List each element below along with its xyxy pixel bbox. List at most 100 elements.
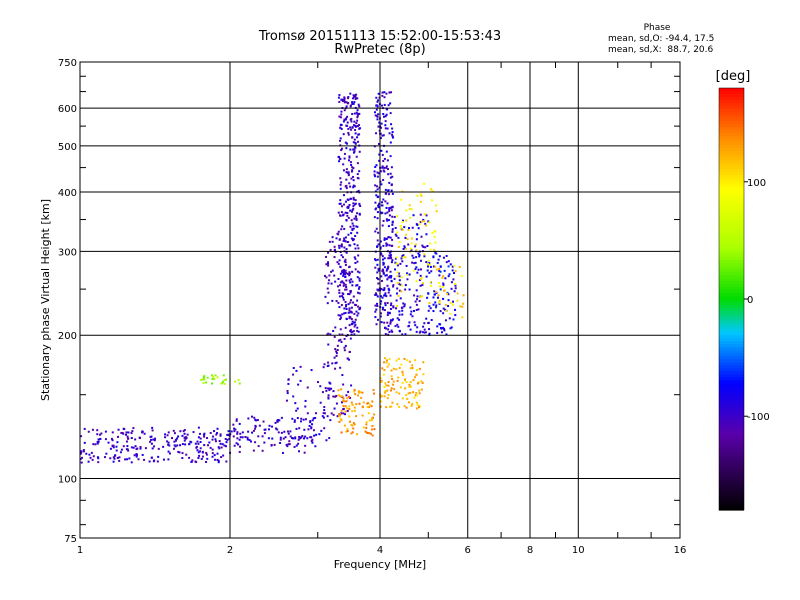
data-point	[414, 300, 417, 303]
data-point	[216, 432, 219, 435]
data-point	[373, 413, 376, 416]
data-point	[447, 265, 450, 268]
data-point	[388, 206, 391, 209]
data-point	[411, 364, 414, 367]
data-point	[100, 432, 103, 435]
data-point	[311, 438, 314, 441]
data-point	[350, 117, 353, 120]
data-point	[125, 448, 128, 451]
data-point	[402, 302, 405, 305]
data-point	[373, 111, 376, 114]
colorbar-segment	[719, 401, 744, 406]
data-point	[335, 352, 338, 355]
data-point	[381, 367, 384, 370]
data-point	[173, 432, 176, 435]
data-point	[323, 427, 326, 430]
data-point	[397, 294, 400, 297]
data-point	[324, 387, 327, 390]
data-point	[283, 430, 286, 433]
data-point	[418, 223, 421, 226]
data-point	[167, 458, 170, 461]
data-point	[434, 241, 437, 244]
data-point	[379, 312, 382, 315]
data-point	[418, 279, 421, 282]
data-point	[383, 237, 386, 240]
colorbar-segment	[719, 362, 744, 366]
data-point	[335, 350, 338, 353]
data-point	[404, 236, 407, 239]
data-point	[385, 237, 388, 240]
data-point	[449, 301, 452, 304]
data-point	[333, 407, 336, 410]
data-point	[292, 367, 295, 370]
data-point	[122, 427, 125, 430]
y-tick-label: 75	[64, 534, 77, 545]
data-point	[373, 170, 376, 173]
data-point	[401, 221, 404, 224]
data-point	[296, 417, 299, 420]
data-point	[392, 383, 395, 386]
data-point	[430, 319, 433, 322]
data-point	[352, 141, 355, 144]
data-point	[151, 426, 154, 429]
data-point	[442, 282, 445, 285]
data-point	[414, 268, 417, 271]
data-point	[376, 171, 379, 174]
data-point	[298, 427, 301, 430]
data-point	[377, 92, 380, 95]
data-point	[403, 405, 406, 408]
data-point	[304, 399, 307, 402]
data-point	[203, 432, 206, 435]
data-point	[371, 434, 374, 437]
data-point	[311, 423, 314, 426]
data-point	[420, 380, 423, 383]
data-point	[285, 399, 288, 402]
data-point	[438, 255, 441, 258]
data-point	[375, 323, 378, 326]
data-point	[383, 266, 386, 269]
data-point	[425, 224, 428, 227]
data-point	[395, 299, 398, 302]
data-point	[366, 432, 369, 435]
data-point	[388, 91, 391, 94]
data-point	[355, 155, 358, 158]
data-point	[345, 288, 348, 291]
data-point	[387, 324, 390, 327]
data-point	[341, 295, 344, 298]
data-point	[398, 392, 401, 395]
data-point	[452, 318, 455, 321]
data-point	[202, 433, 205, 436]
data-point	[343, 349, 346, 352]
data-point	[181, 434, 184, 437]
data-point	[351, 208, 354, 211]
data-point	[104, 438, 107, 441]
data-point	[224, 437, 227, 440]
data-point	[419, 274, 422, 277]
data-point	[382, 134, 385, 137]
data-point	[297, 442, 300, 445]
data-point	[417, 268, 420, 271]
data-point	[427, 259, 430, 262]
data-point	[151, 429, 154, 432]
data-point	[354, 261, 357, 264]
data-point	[340, 98, 343, 101]
data-point	[323, 409, 326, 412]
data-point	[451, 265, 454, 268]
data-point	[222, 374, 225, 377]
data-point	[333, 245, 336, 248]
data-point	[344, 261, 347, 264]
data-point	[378, 153, 381, 156]
data-point	[336, 344, 339, 347]
data-point	[342, 284, 345, 287]
data-point	[347, 171, 350, 174]
data-point	[223, 379, 226, 382]
data-point	[429, 242, 432, 245]
data-point	[362, 401, 365, 404]
colorbar-segment	[719, 344, 744, 348]
data-point	[202, 382, 205, 385]
data-point	[111, 439, 114, 442]
data-point	[344, 344, 347, 347]
data-point	[376, 239, 379, 242]
data-point	[346, 429, 349, 432]
data-point	[211, 378, 214, 381]
